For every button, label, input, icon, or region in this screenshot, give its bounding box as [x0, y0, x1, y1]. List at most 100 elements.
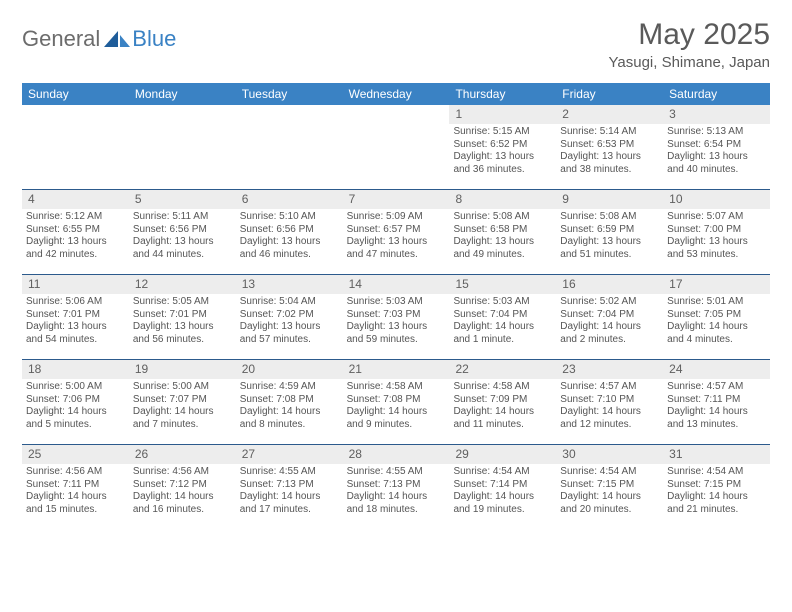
page-header: General Blue May 2025 Yasugi, Shimane, J… [22, 18, 770, 71]
calendar-day [22, 105, 129, 189]
weekday-header: Monday [129, 83, 236, 105]
sunrise-text: Sunrise: 4:54 AM [667, 466, 766, 479]
logo-sail-icon [104, 30, 130, 48]
day-number: 3 [663, 105, 770, 124]
calendar-day [129, 105, 236, 189]
calendar-day: 20Sunrise: 4:59 AMSunset: 7:08 PMDayligh… [236, 360, 343, 444]
day-details: Sunrise: 4:58 AMSunset: 7:08 PMDaylight:… [343, 381, 450, 433]
day-number: 6 [236, 190, 343, 209]
daylight-text: Daylight: 13 hours and 56 minutes. [133, 321, 232, 346]
calendar-day: 3 Sunrise: 5:13 AMSunset: 6:54 PMDaylight… [663, 105, 770, 189]
day-details: Sunrise: 5:10 AMSunset: 6:56 PMDaylight:… [236, 211, 343, 263]
day-details: Sunrise: 5:05 AMSunset: 7:01 PMDaylight:… [129, 296, 236, 348]
month-title: May 2025 [609, 18, 771, 52]
daylight-text: Daylight: 13 hours and 51 minutes. [560, 236, 659, 261]
sunset-text: Sunset: 7:13 PM [240, 479, 339, 492]
sunset-text: Sunset: 7:10 PM [560, 394, 659, 407]
day-details: Sunrise: 5:11 AMSunset: 6:56 PMDaylight:… [129, 211, 236, 263]
daylight-text: Daylight: 14 hours and 4 minutes. [667, 321, 766, 346]
sunrise-text: Sunrise: 5:07 AM [667, 211, 766, 224]
weekday-header: Thursday [449, 83, 556, 105]
day-number: 18 [22, 360, 129, 379]
calendar-day: 4Sunrise: 5:12 AMSunset: 6:55 PMDaylight… [22, 190, 129, 274]
sunset-text: Sunset: 7:08 PM [347, 394, 446, 407]
daylight-text: Daylight: 14 hours and 17 minutes. [240, 491, 339, 516]
day-details: Sunrise: 5:07 AMSunset: 7:00 PMDaylight:… [663, 211, 770, 263]
calendar-day: 1Sunrise: 5:15 AMSunset: 6:52 PMDaylight… [449, 105, 556, 189]
calendar-week: 25Sunrise: 4:56 AMSunset: 7:11 PMDayligh… [22, 444, 770, 529]
sunset-text: Sunset: 7:12 PM [133, 479, 232, 492]
daylight-text: Daylight: 14 hours and 15 minutes. [26, 491, 125, 516]
sunset-text: Sunset: 6:56 PM [133, 224, 232, 237]
sunrise-text: Sunrise: 4:56 AM [133, 466, 232, 479]
daylight-text: Daylight: 13 hours and 38 minutes. [560, 151, 659, 176]
day-details: Sunrise: 4:54 AMSunset: 7:14 PMDaylight:… [449, 466, 556, 518]
sunrise-text: Sunrise: 4:55 AM [347, 466, 446, 479]
sunset-text: Sunset: 7:05 PM [667, 309, 766, 322]
day-number: 14 [343, 275, 450, 294]
daylight-text: Daylight: 13 hours and 40 minutes. [667, 151, 766, 176]
sunset-text: Sunset: 7:13 PM [347, 479, 446, 492]
calendar-week: 4Sunrise: 5:12 AMSunset: 6:55 PMDaylight… [22, 189, 770, 274]
daylight-text: Daylight: 14 hours and 9 minutes. [347, 406, 446, 431]
day-number: 30 [556, 445, 663, 464]
sunrise-text: Sunrise: 5:03 AM [347, 296, 446, 309]
day-number: 22 [449, 360, 556, 379]
sunset-text: Sunset: 7:04 PM [453, 309, 552, 322]
calendar-day: 25Sunrise: 4:56 AMSunset: 7:11 PMDayligh… [22, 445, 129, 529]
sunset-text: Sunset: 7:11 PM [26, 479, 125, 492]
daylight-text: Daylight: 13 hours and 42 minutes. [26, 236, 125, 261]
daylight-text: Daylight: 13 hours and 46 minutes. [240, 236, 339, 261]
sunset-text: Sunset: 7:01 PM [133, 309, 232, 322]
sunset-text: Sunset: 7:11 PM [667, 394, 766, 407]
sunrise-text: Sunrise: 4:57 AM [667, 381, 766, 394]
sunset-text: Sunset: 7:15 PM [667, 479, 766, 492]
day-details: Sunrise: 4:54 AMSunset: 7:15 PMDaylight:… [663, 466, 770, 518]
calendar-day: 31Sunrise: 4:54 AMSunset: 7:15 PMDayligh… [663, 445, 770, 529]
location-text: Yasugi, Shimane, Japan [609, 54, 771, 71]
sunset-text: Sunset: 6:59 PM [560, 224, 659, 237]
sunrise-text: Sunrise: 4:55 AM [240, 466, 339, 479]
calendar-day: 7Sunrise: 5:09 AMSunset: 6:57 PMDaylight… [343, 190, 450, 274]
calendar-day: 26Sunrise: 4:56 AMSunset: 7:12 PMDayligh… [129, 445, 236, 529]
daylight-text: Daylight: 14 hours and 2 minutes. [560, 321, 659, 346]
sunset-text: Sunset: 7:09 PM [453, 394, 552, 407]
day-number: 10 [663, 190, 770, 209]
sunset-text: Sunset: 7:04 PM [560, 309, 659, 322]
day-details: Sunrise: 5:03 AMSunset: 7:04 PMDaylight:… [449, 296, 556, 348]
daylight-text: Daylight: 13 hours and 53 minutes. [667, 236, 766, 261]
sunrise-text: Sunrise: 5:15 AM [453, 126, 552, 139]
day-details: Sunrise: 5:01 AMSunset: 7:05 PMDaylight:… [663, 296, 770, 348]
day-number: 23 [556, 360, 663, 379]
sunrise-text: Sunrise: 5:11 AM [133, 211, 232, 224]
sunrise-text: Sunrise: 5:02 AM [560, 296, 659, 309]
day-details: Sunrise: 5:08 AMSunset: 6:59 PMDaylight:… [556, 211, 663, 263]
daylight-text: Daylight: 14 hours and 8 minutes. [240, 406, 339, 431]
day-number: 15 [449, 275, 556, 294]
calendar-day: 9Sunrise: 5:08 AMSunset: 6:59 PMDaylight… [556, 190, 663, 274]
daylight-text: Daylight: 14 hours and 16 minutes. [133, 491, 232, 516]
weekday-header: Saturday [663, 83, 770, 105]
sunrise-text: Sunrise: 4:59 AM [240, 381, 339, 394]
daylight-text: Daylight: 14 hours and 21 minutes. [667, 491, 766, 516]
sunset-text: Sunset: 7:02 PM [240, 309, 339, 322]
sunrise-text: Sunrise: 5:09 AM [347, 211, 446, 224]
sunset-text: Sunset: 7:03 PM [347, 309, 446, 322]
daylight-text: Daylight: 13 hours and 36 minutes. [453, 151, 552, 176]
day-number: 25 [22, 445, 129, 464]
daylight-text: Daylight: 14 hours and 18 minutes. [347, 491, 446, 516]
day-details: Sunrise: 5:13 AMSunset: 6:54 PMDaylight:… [663, 126, 770, 178]
day-details: Sunrise: 4:59 AMSunset: 7:08 PMDaylight:… [236, 381, 343, 433]
day-number: 12 [129, 275, 236, 294]
sunrise-text: Sunrise: 5:13 AM [667, 126, 766, 139]
daylight-text: Daylight: 14 hours and 20 minutes. [560, 491, 659, 516]
calendar-day: 19Sunrise: 5:00 AMSunset: 7:07 PMDayligh… [129, 360, 236, 444]
calendar-day [236, 105, 343, 189]
day-number: 27 [236, 445, 343, 464]
calendar-day: 6 Sunrise: 5:10 AMSunset: 6:56 PMDaylight… [236, 190, 343, 274]
day-number: 11 [22, 275, 129, 294]
daylight-text: Daylight: 13 hours and 47 minutes. [347, 236, 446, 261]
sunrise-text: Sunrise: 4:57 AM [560, 381, 659, 394]
daylight-text: Daylight: 14 hours and 12 minutes. [560, 406, 659, 431]
day-details: Sunrise: 5:09 AMSunset: 6:57 PMDaylight:… [343, 211, 450, 263]
